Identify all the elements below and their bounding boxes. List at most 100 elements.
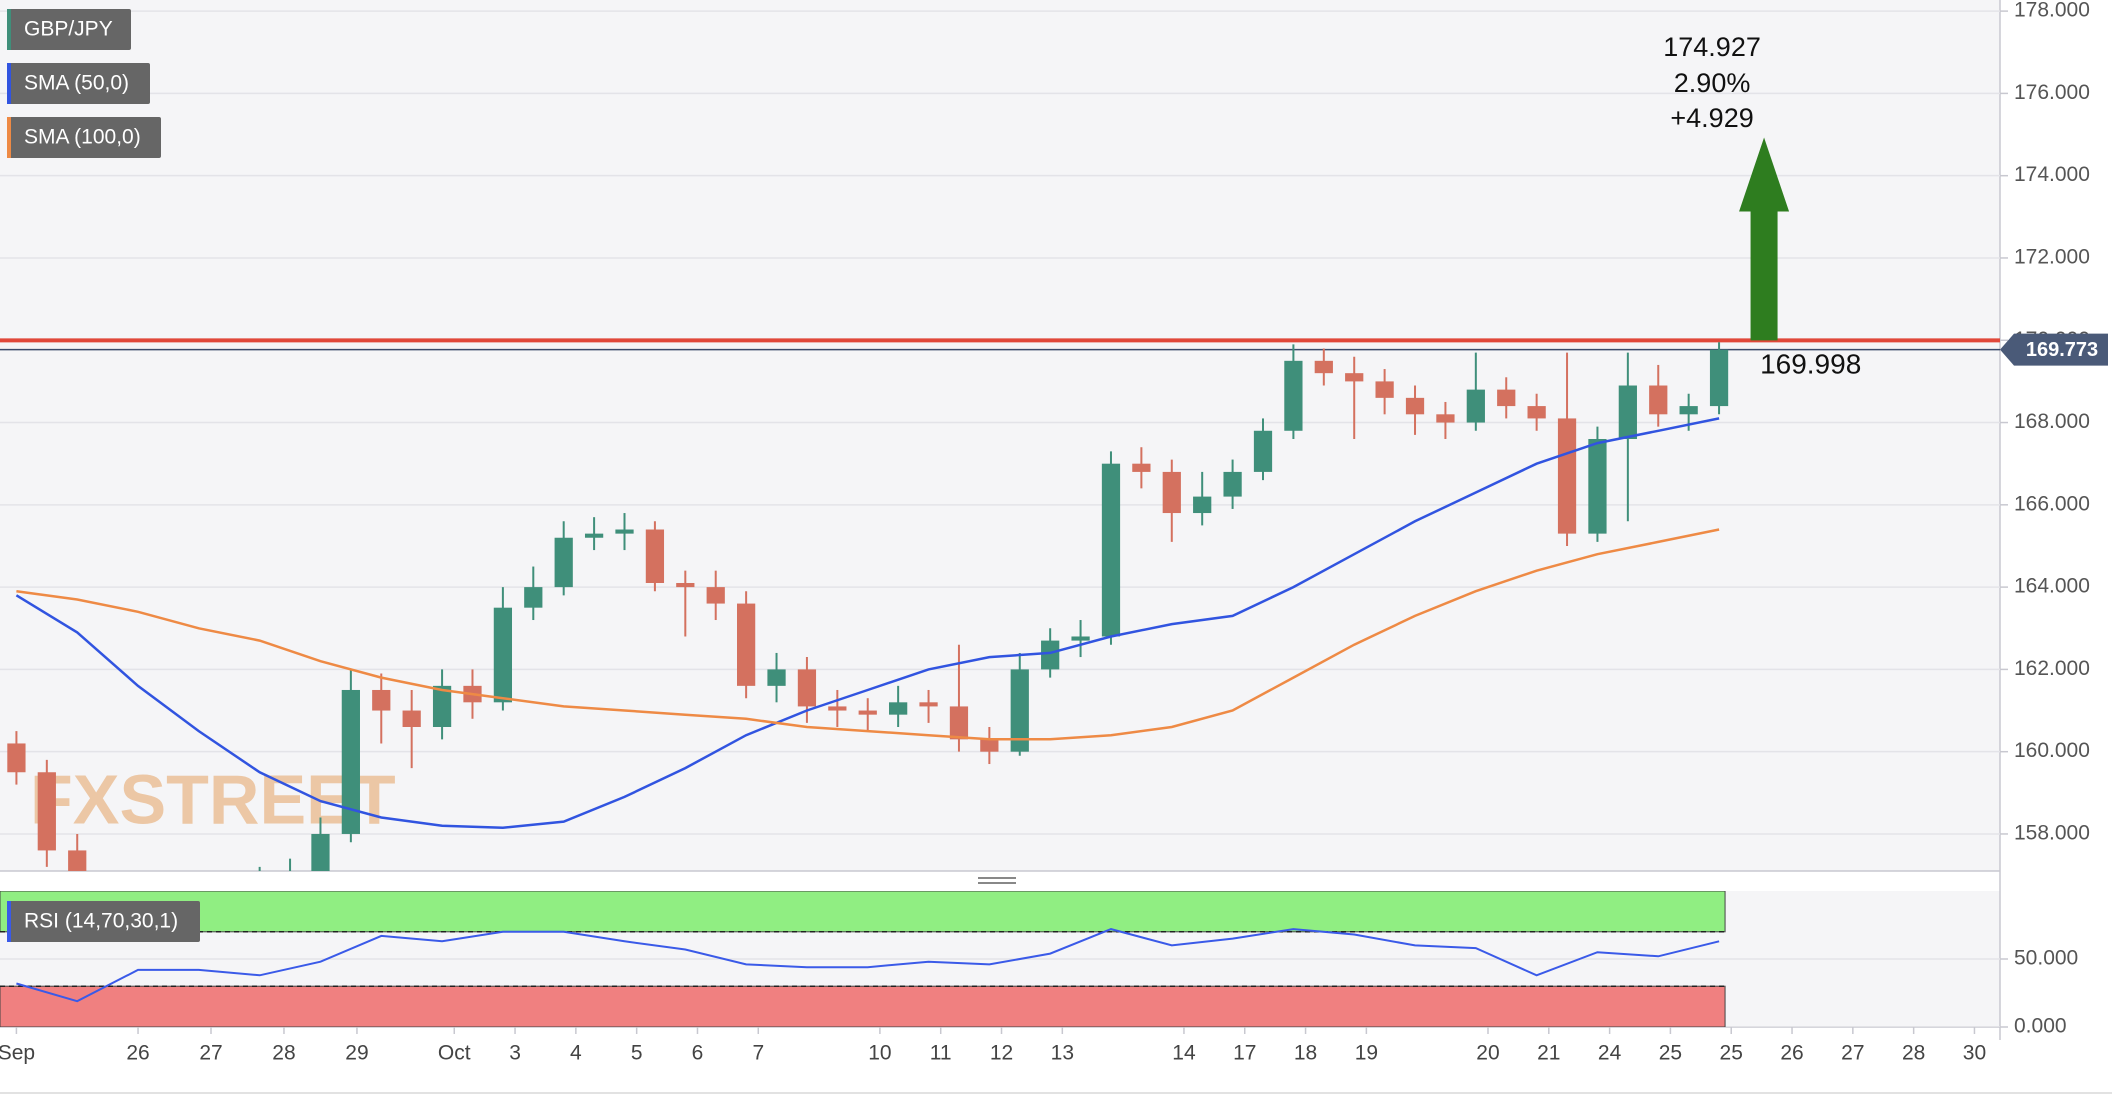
resize-handle[interactable] bbox=[978, 877, 1016, 884]
y-tick-label: 174.000 bbox=[2014, 163, 2090, 186]
x-tick-label: 21 bbox=[1537, 1042, 1560, 1065]
candle-body bbox=[1193, 496, 1212, 514]
y-tick-label: 178.000 bbox=[2014, 0, 2090, 22]
candle-body bbox=[554, 537, 573, 588]
candle-body bbox=[615, 529, 634, 534]
x-tick-label: 28 bbox=[1902, 1042, 1925, 1065]
x-tick-label: 19 bbox=[1355, 1042, 1378, 1065]
rsi-y-tick-label: 0.000 bbox=[2014, 1015, 2067, 1038]
last-price-label: 169.773 bbox=[2026, 339, 2098, 361]
x-tick-label: 5 bbox=[631, 1042, 643, 1065]
y-tick-label: 158.000 bbox=[2014, 822, 2090, 845]
candle-body bbox=[1679, 406, 1698, 415]
candle-body bbox=[1436, 414, 1455, 423]
legend-item[interactable]: SMA (100,0) bbox=[7, 117, 161, 158]
candle-body bbox=[1101, 463, 1121, 637]
legend-box bbox=[7, 901, 200, 942]
legend-swatch bbox=[7, 63, 11, 104]
candle-body bbox=[7, 743, 26, 773]
candle-body bbox=[1253, 430, 1273, 472]
legend-swatch bbox=[7, 9, 11, 50]
candle-body bbox=[828, 706, 847, 711]
candle-body bbox=[1132, 463, 1151, 472]
x-tick-label: 26 bbox=[1780, 1042, 1803, 1065]
candle-body bbox=[1588, 438, 1607, 534]
legend-label: SMA (50,0) bbox=[24, 72, 129, 95]
x-tick-label: 18 bbox=[1294, 1042, 1317, 1065]
y-tick-label: 162.000 bbox=[2014, 657, 2090, 680]
legend-box bbox=[7, 117, 161, 158]
rsi-y-tick-label: 50.000 bbox=[2014, 947, 2078, 970]
candle-body bbox=[797, 669, 817, 707]
legend-label: GBP/JPY bbox=[24, 18, 113, 41]
target-change-label: +4.929 bbox=[1670, 103, 1753, 133]
x-tick-label: 26 bbox=[126, 1042, 149, 1065]
candle-body bbox=[980, 739, 999, 752]
legend-label: SMA (100,0) bbox=[24, 126, 141, 149]
rsi-legend-item[interactable]: RSI (14,70,30,1) bbox=[7, 901, 200, 942]
resistance-label: 169.998 bbox=[1760, 349, 1861, 380]
rsi-layer bbox=[0, 891, 2000, 1027]
candle-body bbox=[1162, 471, 1181, 514]
candle-body bbox=[432, 685, 452, 727]
rsi-oversold-zone bbox=[0, 985, 1726, 1027]
x-tick-label: 13 bbox=[1051, 1042, 1074, 1065]
candle-body bbox=[1466, 389, 1485, 423]
candle-body bbox=[1041, 640, 1060, 670]
y-tick-label: 168.000 bbox=[2014, 410, 2090, 433]
x-tick-label: 12 bbox=[990, 1042, 1013, 1065]
candle-body bbox=[402, 710, 421, 727]
y-tick-label: 160.000 bbox=[2014, 739, 2090, 762]
candle-body bbox=[1405, 397, 1425, 415]
legend-box bbox=[7, 63, 150, 104]
candle-body bbox=[281, 875, 299, 883]
x-tick-label: 24 bbox=[1598, 1042, 1622, 1065]
candle-body bbox=[645, 529, 665, 583]
x-tick-label: 29 bbox=[345, 1042, 368, 1065]
candle-body bbox=[949, 706, 969, 740]
legend-swatch bbox=[7, 117, 11, 158]
candle-body bbox=[1345, 373, 1364, 382]
x-tick-label: 27 bbox=[199, 1042, 222, 1065]
x-tick-label: Oct bbox=[438, 1042, 471, 1065]
candle-body bbox=[1223, 471, 1242, 497]
x-tick-label: 4 bbox=[570, 1042, 582, 1065]
candle-body bbox=[524, 587, 543, 608]
candle-body bbox=[1375, 381, 1394, 398]
candle-body bbox=[68, 850, 87, 871]
candle-body bbox=[1314, 360, 1333, 374]
candle-body bbox=[1284, 360, 1303, 431]
target-price-label: 174.927 bbox=[1663, 32, 1761, 62]
candle-body bbox=[1618, 385, 1637, 439]
x-tick-label: 3 bbox=[509, 1042, 521, 1065]
candle-body bbox=[706, 587, 725, 604]
x-tick-label: 17 bbox=[1233, 1042, 1256, 1065]
x-tick-label: 11 bbox=[930, 1042, 952, 1065]
x-tick-label: 14 bbox=[1172, 1042, 1196, 1065]
watermark: FXSTREET bbox=[30, 760, 396, 838]
overlay-layer: 158.000 160.000 162.000 164.000 166.000 168.0… bbox=[0, 0, 2108, 1065]
x-tick-label: 6 bbox=[692, 1042, 704, 1065]
legend-item[interactable]: SMA (50,0) bbox=[7, 63, 150, 104]
candle-body bbox=[1709, 349, 1729, 407]
y-tick-label: 176.000 bbox=[2014, 81, 2090, 104]
x-tick-label: 10 bbox=[868, 1042, 891, 1065]
rsi-legend-label: RSI (14,70,30,1) bbox=[24, 910, 178, 933]
x-tick-label: 30 bbox=[1963, 1042, 1986, 1065]
candle-body bbox=[919, 702, 938, 707]
last-price-tag bbox=[2000, 333, 2108, 366]
candle-body bbox=[341, 689, 360, 834]
legend-item[interactable]: GBP/JPY bbox=[7, 9, 131, 50]
x-tick-label: 27 bbox=[1841, 1042, 1864, 1065]
target-arrow bbox=[1739, 137, 1790, 341]
candle-body bbox=[311, 833, 330, 871]
candle-body bbox=[737, 603, 756, 686]
x-tick-label: 25 bbox=[1720, 1042, 1743, 1065]
x-tick-label: Sep bbox=[0, 1042, 35, 1065]
y-tick-label: 172.000 bbox=[2014, 246, 2090, 269]
legend-swatch bbox=[7, 901, 11, 942]
candle-body bbox=[1010, 669, 1029, 752]
y-tick-label: 164.000 bbox=[2014, 575, 2090, 598]
candle-body bbox=[858, 710, 877, 715]
